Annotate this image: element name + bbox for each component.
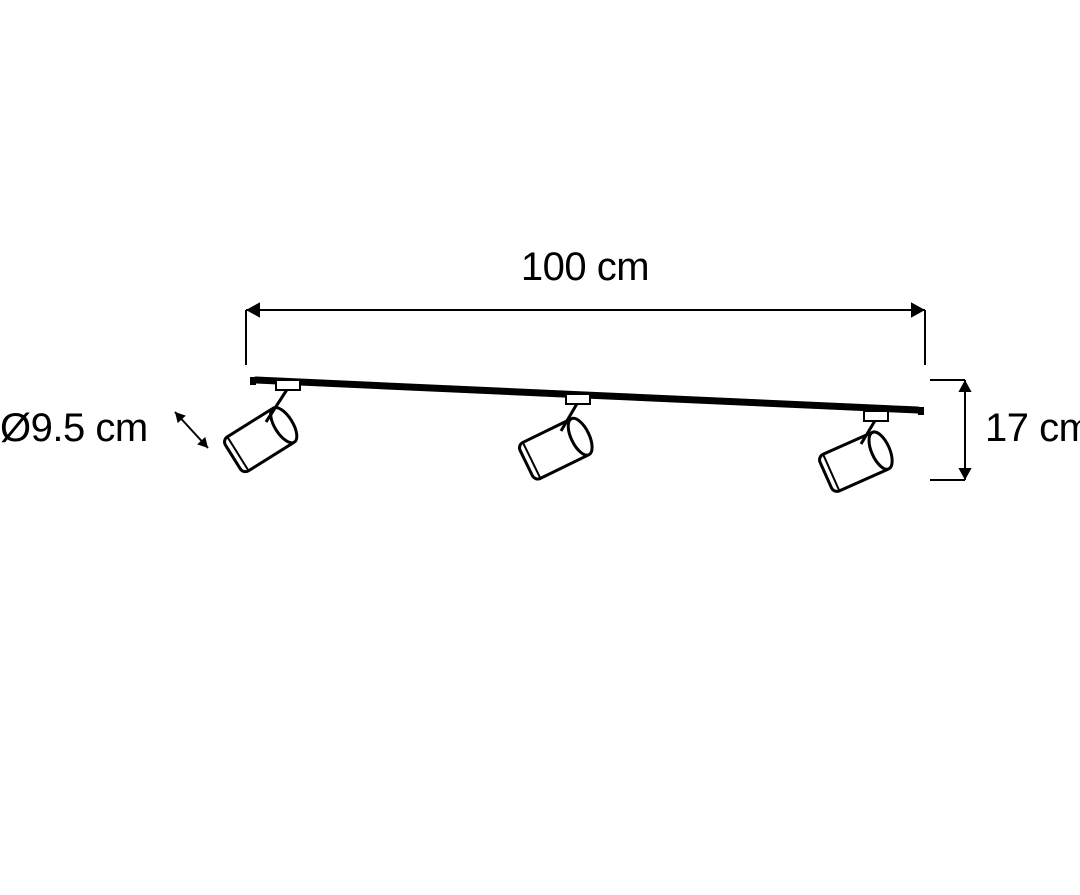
spotlight-fixture (517, 415, 597, 481)
diameter-dim-label: Ø9.5 cm (0, 406, 148, 450)
height-dim-label: 17 cm (985, 406, 1080, 450)
width-dim-label: 100 cm (521, 245, 649, 289)
track-bar-segment (585, 395, 918, 410)
mount-bracket (864, 411, 888, 421)
mount-bracket (566, 394, 590, 404)
mount-bracket (276, 380, 300, 390)
track-bar-segment (256, 380, 585, 395)
spotlight-fixture (818, 429, 897, 494)
spotlight-fixture (222, 403, 302, 473)
dimension-diagram: 100 cm 17 cm Ø9.5 cm (0, 0, 1080, 895)
